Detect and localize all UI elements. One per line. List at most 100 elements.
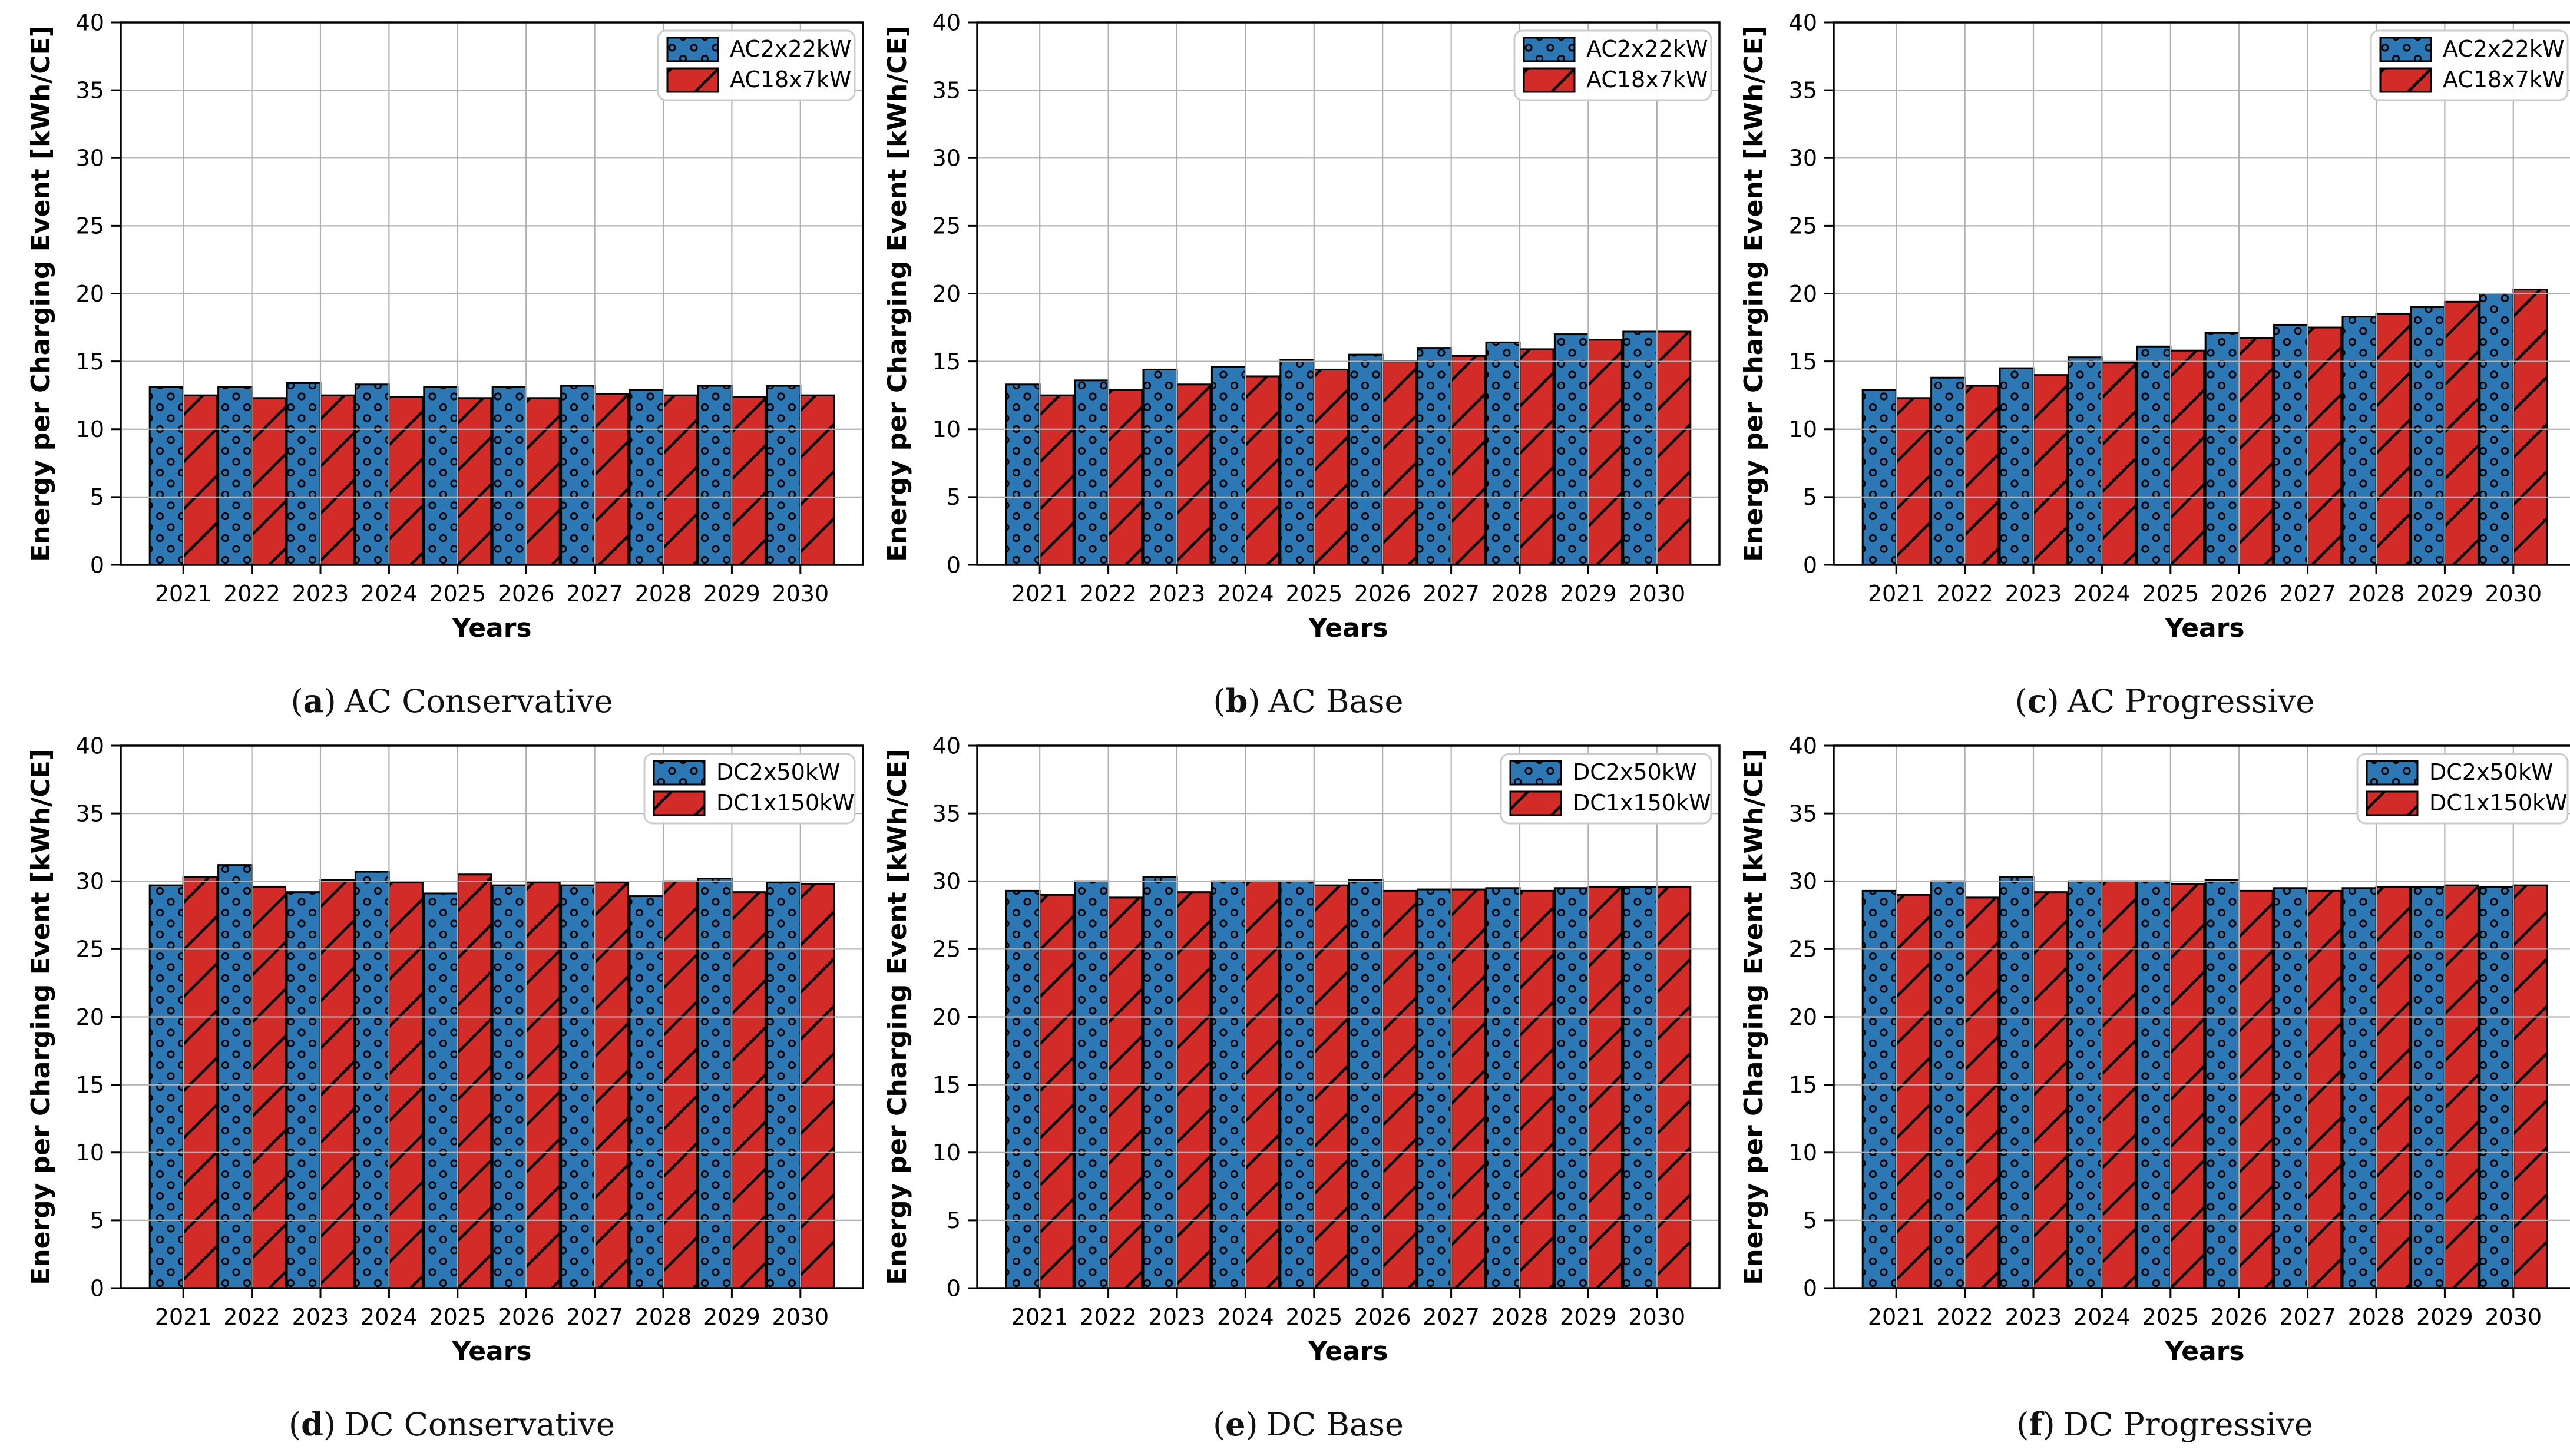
- bar-2030-AC18x7kW: [1656, 330, 1692, 566]
- y-axis-label: Energy per Charging Event [kWh/CE]: [882, 25, 912, 562]
- legend-swatch-DC1x150kW: [1509, 790, 1562, 816]
- x-tick-label: 2029: [1560, 1304, 1617, 1330]
- bar-2028-AC18x7kW: [662, 394, 698, 566]
- bar-2024-DC2x50kW: [354, 871, 390, 1289]
- x-tick-label: 2022: [223, 1304, 280, 1330]
- x-tick-label: 2025: [1285, 1304, 1342, 1330]
- bar-2021-AC18x7kW: [1038, 394, 1074, 566]
- bar-2022-DC1x150kW: [1964, 896, 2000, 1289]
- x-tick-label: 2028: [635, 1304, 692, 1330]
- bar-2022-AC18x7kW: [1964, 385, 2000, 566]
- legend-label-AC2x22kW: AC2x22kW: [2443, 36, 2564, 62]
- x-tick-label: 2023: [1149, 1304, 1206, 1330]
- x-tick-label: 2024: [2073, 1304, 2131, 1330]
- legend-label-DC1x150kW: DC1x150kW: [716, 790, 855, 816]
- caption-title: DC Conservative: [343, 1405, 615, 1443]
- caption-paren-close: ): [1245, 1405, 1258, 1443]
- x-tick-label: 2021: [1011, 581, 1069, 607]
- y-tick-label: 10: [1789, 416, 1817, 442]
- chart-panel-e: 0 5 10 15 20 25 30 35 40 2021 2022 2023 2024 2025 2026…: [880, 733, 1737, 1456]
- chart-caption-d: (d) DC Conservative: [289, 1392, 615, 1456]
- legend-swatch-AC18x7kW: [2379, 67, 2432, 93]
- y-tick-label: 25: [76, 937, 104, 962]
- y-tick-label: 40: [1789, 9, 1817, 35]
- y-tick-label: 15: [932, 1072, 961, 1098]
- bar-2022-AC2x22kW: [217, 386, 253, 566]
- x-tick-label: 2030: [2485, 581, 2542, 607]
- x-tick-label: 2029: [703, 581, 760, 607]
- x-tick-label: 2022: [1080, 581, 1137, 607]
- caption-title: DC Base: [1266, 1405, 1404, 1443]
- bar-2023-AC18x7kW: [1176, 383, 1212, 566]
- caption-letter: b: [1225, 682, 1248, 720]
- bar-2028-AC18x7kW: [2375, 313, 2411, 566]
- y-tick-label: 30: [932, 145, 961, 171]
- x-tick-label: 2029: [1560, 581, 1617, 607]
- bar-2023-DC1x150kW: [319, 879, 355, 1289]
- x-tick-label: 2022: [1936, 1304, 1993, 1330]
- x-axis-label: Years: [2164, 613, 2244, 643]
- bar-2028-DC2x50kW: [2341, 887, 2377, 1289]
- y-tick-label: 25: [1789, 213, 1817, 239]
- y-tick-label: 20: [932, 1004, 961, 1030]
- gridlines: [1834, 22, 2570, 565]
- bar-2023-DC2x50kW: [1142, 876, 1178, 1289]
- y-tick-label: 40: [76, 733, 104, 759]
- legend-label-DC2x50kW: DC2x50kW: [716, 759, 840, 785]
- bar-2030-DC1x150kW: [1656, 885, 1692, 1289]
- caption-paren-open: (: [2015, 682, 2027, 720]
- y-tick-label: 0: [947, 1275, 961, 1301]
- caption-paren-close: ): [1248, 682, 1261, 720]
- x-tick-label: 2024: [2073, 581, 2131, 607]
- bar-2022-DC1x150kW: [251, 885, 287, 1289]
- caption-paren-open: (: [289, 1405, 302, 1443]
- caption-letter: c: [2027, 682, 2047, 720]
- x-tick-label: 2027: [1423, 581, 1480, 607]
- y-tick-label: 35: [932, 77, 961, 103]
- y-tick-label: 35: [76, 77, 104, 103]
- caption-paren-open: (: [290, 682, 303, 720]
- y-tick-label: 20: [1789, 281, 1817, 307]
- x-tick-label: 2030: [2485, 1304, 2542, 1330]
- caption-title: AC Progressive: [2067, 682, 2315, 720]
- bar-2030-AC2x22kW: [1622, 330, 1658, 566]
- bar-2024-AC2x22kW: [2067, 356, 2103, 566]
- x-axis-label: Years: [1308, 1336, 1388, 1366]
- caption-paren-open: (: [1213, 1405, 1226, 1443]
- bar-2022-DC1x150kW: [1107, 896, 1143, 1289]
- bar-2022-AC18x7kW: [251, 397, 287, 566]
- legend-swatch-AC2x22kW: [666, 37, 719, 62]
- bar-2027-AC2x22kW: [1417, 347, 1453, 566]
- bar-2030-DC2x50kW: [1622, 885, 1658, 1289]
- bar-2028-AC2x22kW: [2341, 316, 2377, 566]
- bar-2029-AC2x22kW: [1553, 333, 1589, 566]
- y-tick-label: 15: [1789, 349, 1817, 375]
- bar-2025-AC18x7kW: [457, 397, 492, 566]
- caption-title: AC Conservative: [344, 682, 613, 720]
- x-tick-label: 2023: [292, 1304, 349, 1330]
- x-tick-label: 2027: [566, 581, 623, 607]
- bar-2030-DC1x150kW: [799, 883, 835, 1289]
- legend-swatch-DC1x150kW: [2366, 790, 2419, 816]
- x-tick-label: 2025: [1285, 581, 1342, 607]
- legend-swatch-DC1x150kW: [653, 790, 706, 816]
- y-tick-label: 15: [932, 349, 961, 375]
- bar-2027-DC2x50kW: [560, 884, 596, 1289]
- chart-panel-b: 0 5 10 15 20 25 30 35 40 2021 2022 2023 2024 2025 2026…: [880, 9, 1737, 733]
- y-axis-label: Energy per Charging Event [kWh/CE]: [1739, 749, 1769, 1285]
- bar-2030-AC18x7kW: [2512, 289, 2548, 566]
- y-tick-label: 40: [1789, 733, 1817, 759]
- x-tick-label: 2023: [2005, 581, 2062, 607]
- legend: AC2x22kW AC18x7kW: [2370, 29, 2569, 101]
- bar-2027-AC18x7kW: [2307, 326, 2343, 566]
- bar-2021-DC2x50kW: [148, 884, 184, 1289]
- x-tick-label: 2025: [429, 1304, 486, 1330]
- bar-2023-AC18x7kW: [2032, 374, 2068, 566]
- bar-2029-DC1x150kW: [1587, 885, 1623, 1289]
- bar-2021-AC18x7kW: [1895, 397, 1931, 566]
- caption-paren-close: ): [2046, 682, 2059, 720]
- bar-2027-DC1x150kW: [594, 882, 630, 1289]
- caption-letter: d: [301, 1405, 323, 1443]
- bar-2028-DC1x150kW: [2375, 885, 2411, 1289]
